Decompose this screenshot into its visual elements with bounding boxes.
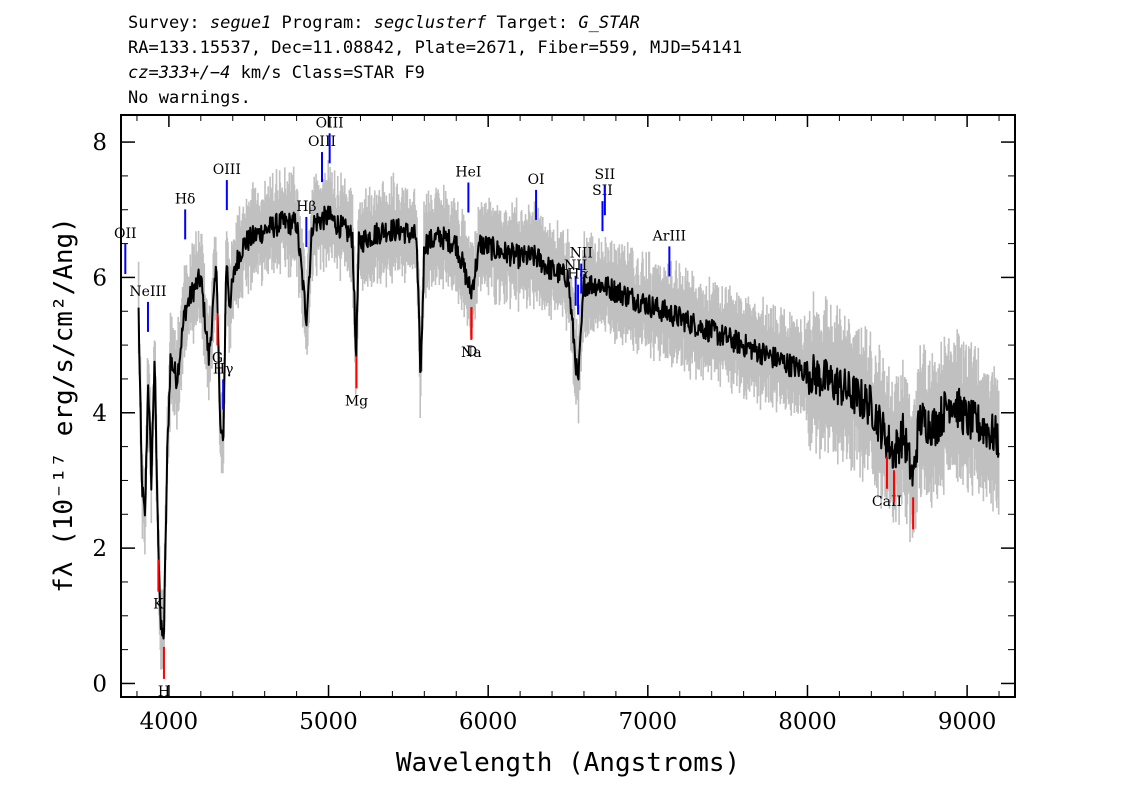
x-axis-label: Wavelength (Angstroms) bbox=[396, 748, 740, 778]
flux-series bbox=[137, 205, 1000, 640]
plot-frame bbox=[120, 114, 1016, 698]
y-tick-label: 0 bbox=[92, 671, 107, 697]
x-tick-label: 8000 bbox=[778, 709, 837, 735]
y-tick-label: 6 bbox=[92, 265, 107, 291]
absorption-line-label: Na bbox=[461, 345, 482, 361]
emission-line-label: ArIII bbox=[652, 228, 686, 244]
y-tick-label: 4 bbox=[92, 401, 107, 427]
flux-line bbox=[137, 205, 1000, 640]
header-line-1: Survey: segue1 Program: segclusterf Targ… bbox=[128, 13, 640, 33]
emission-line-label: SII bbox=[595, 167, 616, 183]
header-line-2: RA=133.15537, Dec=11.08842, Plate=2671, … bbox=[128, 38, 742, 58]
absorption-line-label: H bbox=[158, 684, 170, 700]
emission-line-label: Hβ bbox=[296, 199, 316, 215]
absorption-line-label: G bbox=[212, 350, 223, 366]
emission-line-label: NII bbox=[570, 246, 593, 262]
y-axis-label: fλ (10⁻¹⁷ erg/s/cm²/Ang) bbox=[49, 217, 79, 593]
x-tick-label: 4000 bbox=[140, 709, 199, 735]
emission-line-label: HeI bbox=[455, 165, 481, 181]
absorption-line-label: K bbox=[153, 597, 164, 613]
emission-line-label: OIII bbox=[308, 134, 336, 150]
axis-ticks: 4000 5000 6000 7000 8000 9000 0 2 4 6 8 bbox=[92, 115, 1015, 735]
emission-line-label: NeIII bbox=[129, 284, 166, 300]
emission-line-label: SII bbox=[592, 183, 613, 199]
emission-line-label: OII bbox=[114, 226, 137, 242]
header-line-4: No warnings. bbox=[128, 88, 251, 108]
emission-line-label: Hδ bbox=[175, 191, 196, 207]
y-tick-label: 2 bbox=[92, 536, 107, 562]
emission-line-label: OIII bbox=[316, 115, 344, 131]
x-tick-label: 9000 bbox=[938, 709, 997, 735]
absorption-line-label: D bbox=[466, 344, 477, 360]
emission-line-label: OIII bbox=[213, 162, 241, 178]
emission-line-label: Hγ bbox=[213, 361, 234, 377]
y-tick-label: 8 bbox=[92, 130, 107, 156]
x-tick-label: 6000 bbox=[459, 709, 518, 735]
header-line-3: cz=333+/−4 km/s Class=STAR F9 bbox=[128, 63, 425, 83]
absorption-line-label: CaII bbox=[872, 494, 902, 510]
emission-line-label: OI bbox=[528, 172, 545, 188]
emission-line-label: Hα bbox=[567, 267, 589, 283]
x-tick-label: 5000 bbox=[299, 709, 358, 735]
x-tick-label: 7000 bbox=[619, 709, 678, 735]
absorption-line-label: Mg bbox=[345, 393, 368, 409]
